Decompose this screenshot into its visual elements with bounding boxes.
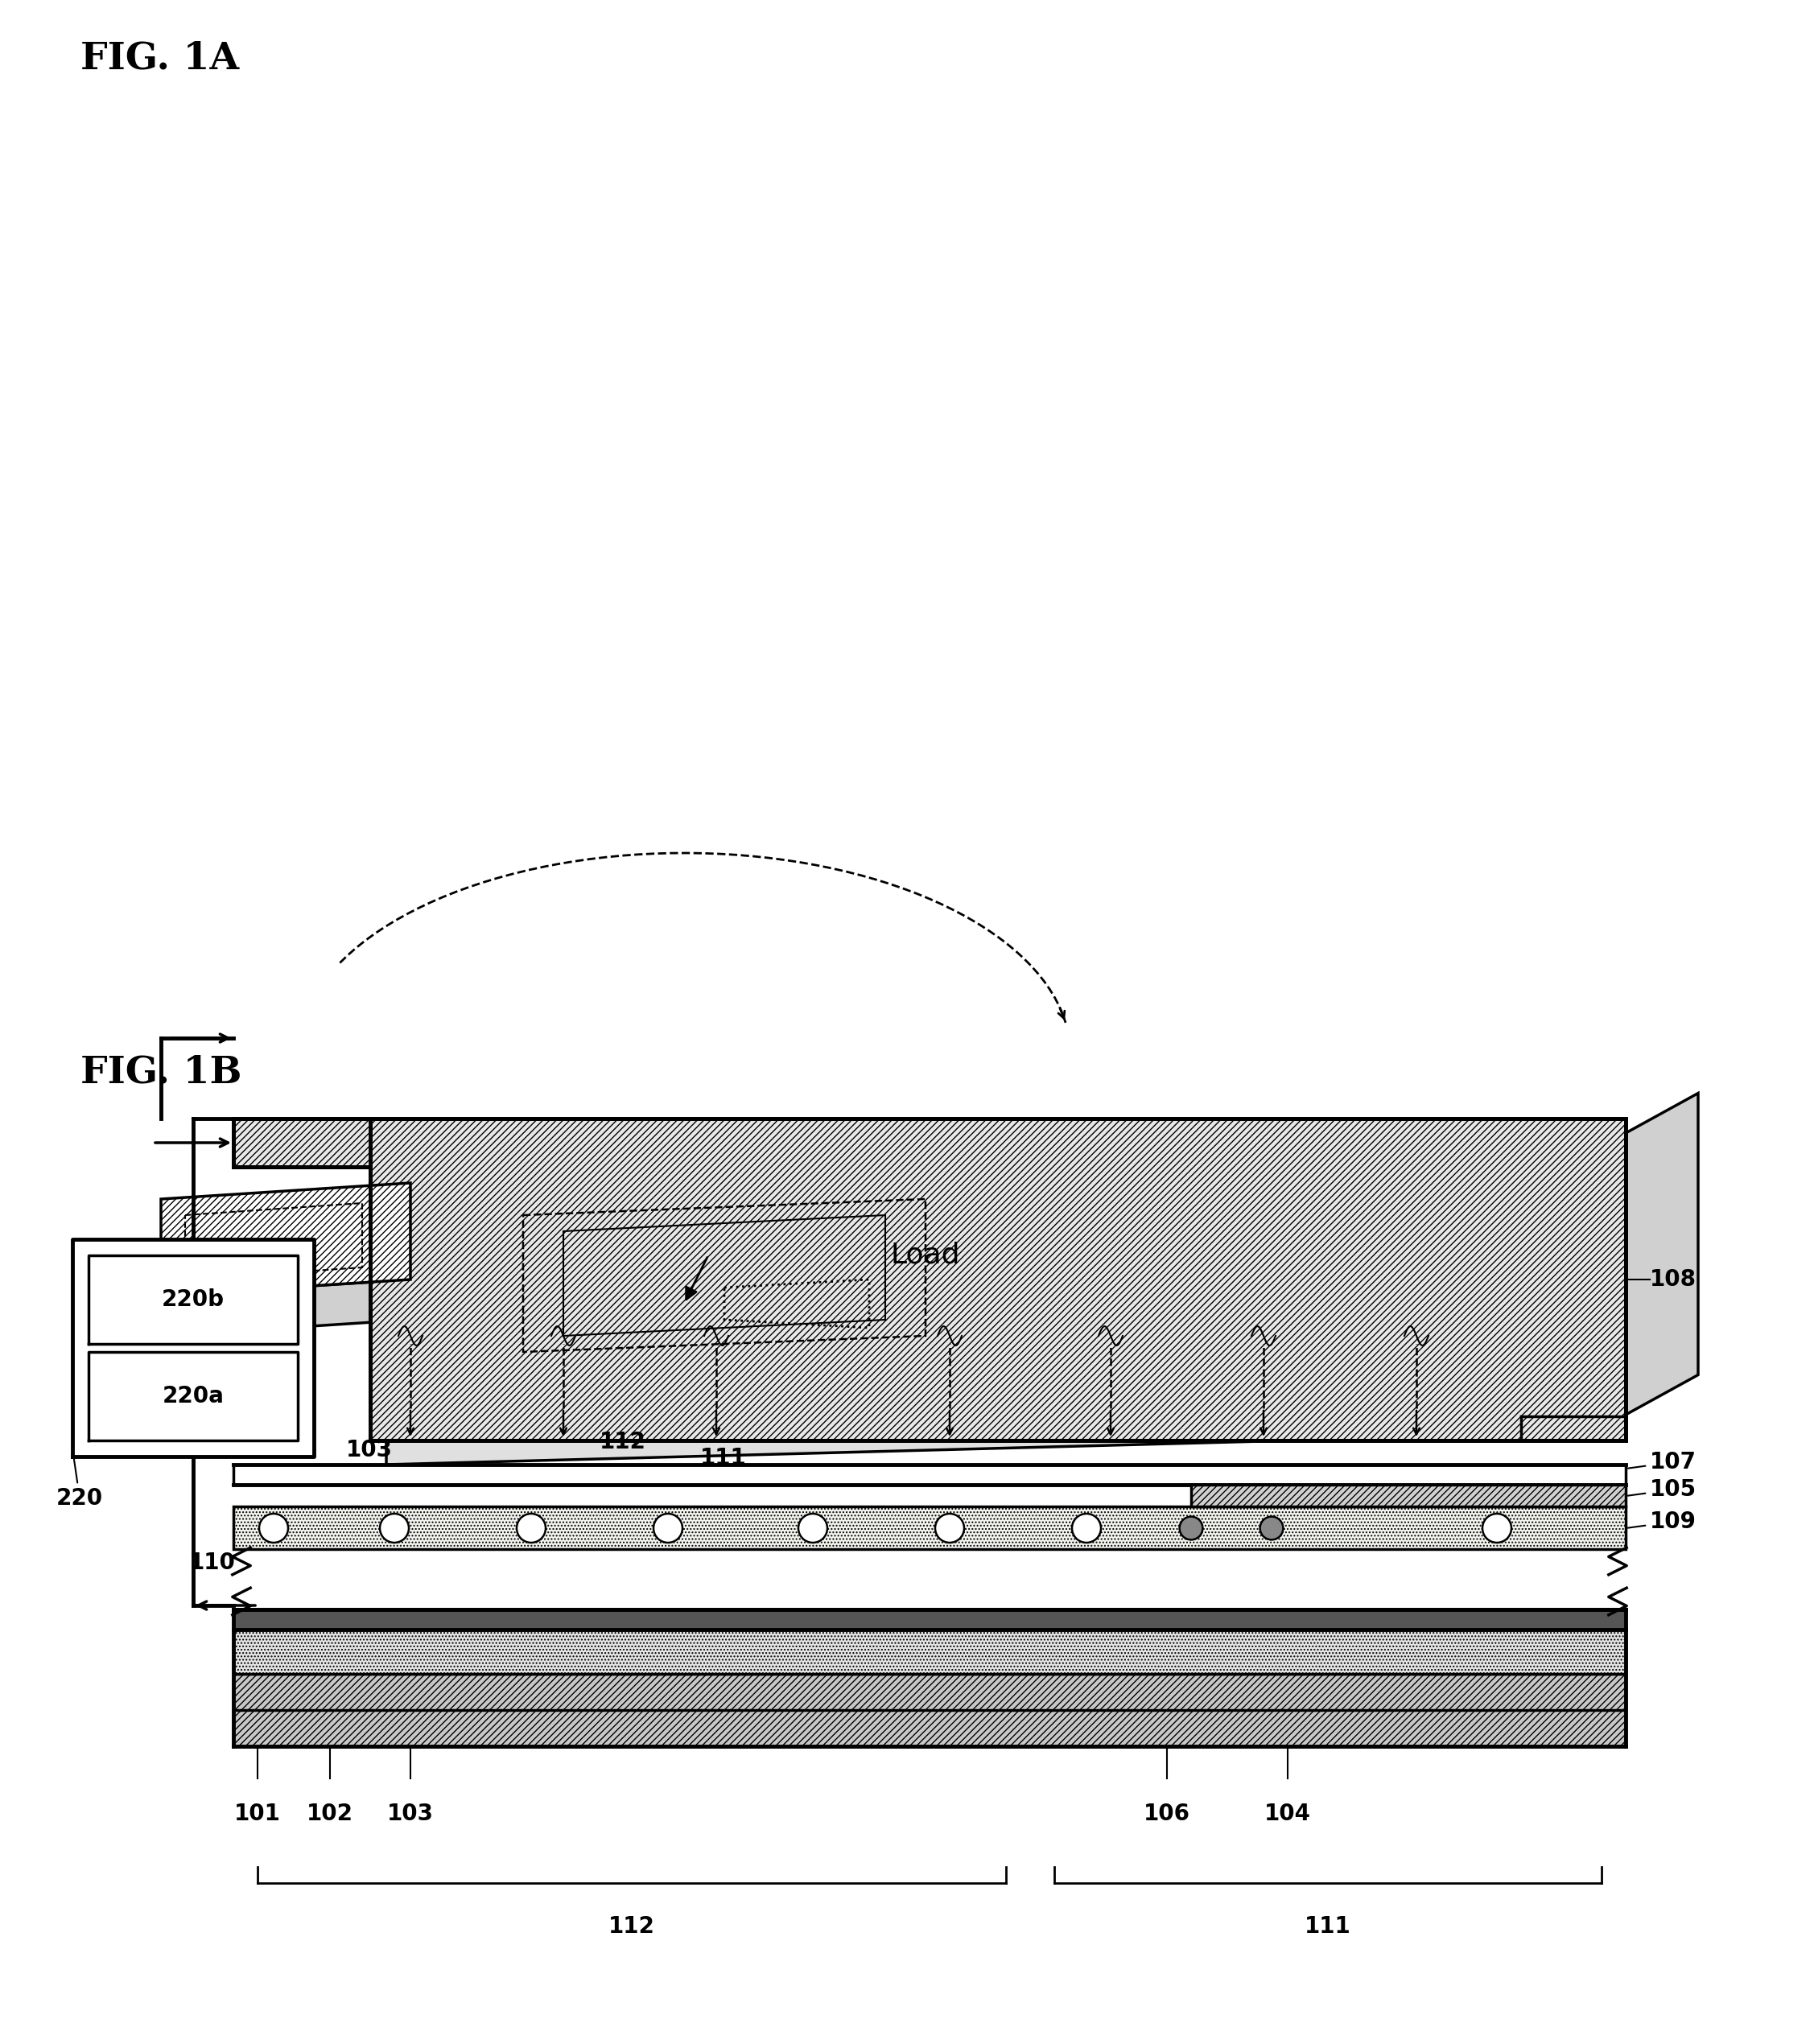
Circle shape bbox=[653, 1515, 682, 1543]
Text: Load: Load bbox=[891, 1241, 960, 1269]
Polygon shape bbox=[161, 1280, 410, 1337]
Polygon shape bbox=[234, 1674, 1625, 1746]
Text: 111: 111 bbox=[700, 1447, 747, 1470]
Text: 111: 111 bbox=[1304, 1915, 1351, 1938]
Circle shape bbox=[259, 1515, 288, 1543]
Circle shape bbox=[379, 1515, 408, 1543]
Polygon shape bbox=[386, 1151, 1593, 1400]
Text: 220a: 220a bbox=[161, 1386, 225, 1408]
Text: 102: 102 bbox=[307, 1803, 354, 1825]
Polygon shape bbox=[234, 1466, 1625, 1484]
Text: 104: 104 bbox=[1208, 1282, 1335, 1374]
Text: 105: 105 bbox=[1627, 1478, 1696, 1500]
Text: 106: 106 bbox=[1143, 1803, 1190, 1825]
Polygon shape bbox=[73, 1239, 314, 1457]
Polygon shape bbox=[1192, 1484, 1625, 1506]
Text: 101: 101 bbox=[234, 1803, 281, 1825]
Text: 105: 105 bbox=[105, 1312, 176, 1357]
Polygon shape bbox=[1593, 1094, 1698, 1433]
Text: 103: 103 bbox=[346, 1394, 473, 1461]
Text: 109: 109 bbox=[1627, 1511, 1696, 1533]
Text: 220b: 220b bbox=[161, 1288, 225, 1310]
Text: 110: 110 bbox=[189, 1529, 279, 1574]
Polygon shape bbox=[89, 1255, 297, 1343]
Text: 220: 220 bbox=[56, 1451, 103, 1511]
Polygon shape bbox=[410, 1155, 466, 1320]
Text: FIG. 1A: FIG. 1A bbox=[80, 41, 239, 78]
Circle shape bbox=[1261, 1517, 1282, 1539]
Text: 103: 103 bbox=[386, 1803, 434, 1825]
Polygon shape bbox=[89, 1351, 297, 1441]
Polygon shape bbox=[234, 1629, 1625, 1674]
Circle shape bbox=[1179, 1517, 1203, 1539]
Text: 106: 106 bbox=[161, 1294, 232, 1390]
Polygon shape bbox=[564, 1214, 885, 1337]
Circle shape bbox=[517, 1515, 546, 1543]
Circle shape bbox=[1072, 1515, 1101, 1543]
Text: 104: 104 bbox=[1264, 1803, 1312, 1825]
Text: FIG. 1B: FIG. 1B bbox=[80, 1055, 241, 1091]
Polygon shape bbox=[370, 1118, 1625, 1441]
Circle shape bbox=[1482, 1515, 1511, 1543]
Text: 108: 108 bbox=[1649, 1267, 1696, 1290]
Circle shape bbox=[798, 1515, 827, 1543]
Polygon shape bbox=[234, 1506, 1625, 1549]
Text: 112: 112 bbox=[608, 1915, 655, 1938]
Polygon shape bbox=[161, 1183, 410, 1296]
Polygon shape bbox=[386, 1367, 1593, 1466]
Polygon shape bbox=[234, 1118, 370, 1167]
Text: 112: 112 bbox=[600, 1431, 646, 1453]
Circle shape bbox=[936, 1515, 963, 1543]
Polygon shape bbox=[234, 1609, 1625, 1629]
Text: 107: 107 bbox=[1627, 1451, 1696, 1474]
